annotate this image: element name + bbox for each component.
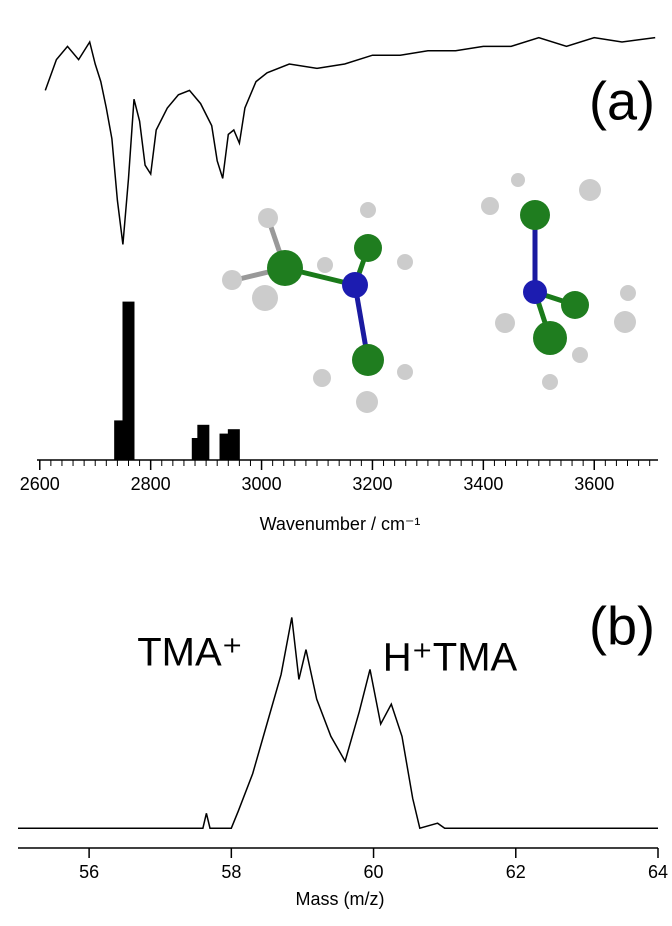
x-tick-label: 3600 [574, 474, 614, 494]
x-tick-label: 56 [79, 862, 99, 882]
spectrum-line [18, 617, 658, 828]
page: {"chart_data": [ {"type": "line", "label… [0, 0, 672, 926]
x-tick-label: 64 [648, 862, 668, 882]
figure: (a) (b) TMA⁺ H⁺TMA Wavenumber / cm⁻¹ Mas… [0, 0, 672, 926]
x-tick-label: 2600 [20, 474, 60, 494]
stick-bar [122, 302, 134, 460]
x-tick-label: 2800 [131, 474, 171, 494]
spectrum-line [45, 38, 655, 245]
x-axis-label: Mass (m/z) [296, 889, 385, 909]
x-tick-label: 3200 [352, 474, 392, 494]
x-tick-label: 62 [506, 862, 526, 882]
x-tick-label: 3000 [242, 474, 282, 494]
stick-bar [228, 429, 240, 460]
x-tick-label: 60 [364, 862, 384, 882]
annotation: H⁺TMA [383, 636, 518, 680]
x-tick-label: 3400 [463, 474, 503, 494]
x-axis-label: Wavenumber / cm⁻¹ [260, 514, 421, 534]
annotation: TMA⁺ [137, 631, 243, 675]
panel-label: (b) [589, 596, 655, 656]
molecules [222, 173, 636, 413]
stick-bar [197, 425, 209, 460]
x-tick-label: 58 [221, 862, 241, 882]
panel-label: (a) [589, 71, 655, 131]
